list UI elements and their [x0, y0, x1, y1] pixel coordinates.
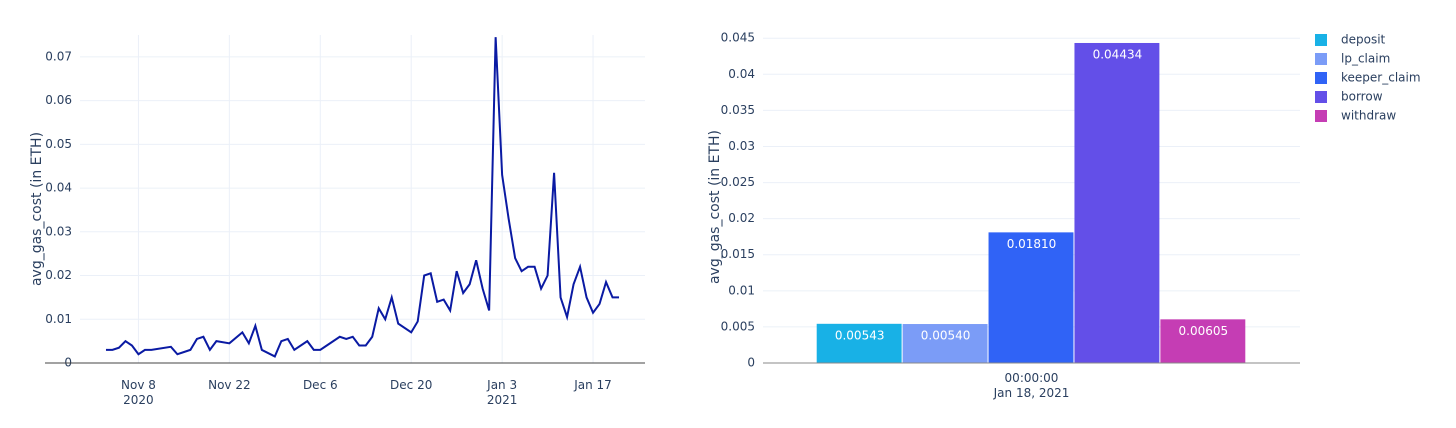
legend-swatch — [1315, 110, 1327, 122]
legend-swatch — [1315, 91, 1327, 103]
legend-label: lp_claim — [1341, 52, 1390, 66]
y-tick-label: 0.04 — [45, 181, 72, 195]
value-label: 0.00543 — [835, 328, 885, 342]
bar — [1160, 319, 1246, 363]
bar — [988, 232, 1074, 363]
x-tick-label: Jan 17 — [574, 378, 612, 392]
x-tick-label: Nov 22 — [208, 378, 251, 392]
y-tick-label: 0.02 — [45, 268, 72, 282]
y-tick-label: 0.02 — [728, 211, 755, 225]
bar — [1074, 42, 1160, 364]
bar — [902, 324, 988, 363]
legend-label: borrow — [1341, 90, 1383, 104]
y-tick-label: 0.005 — [721, 319, 755, 333]
x-tick-label: 00:00:00 Jan 18, 2021 — [993, 371, 1070, 400]
legend-swatch — [1315, 53, 1327, 65]
x-tick-label: Dec 20 — [390, 378, 433, 392]
y-tick-label: 0.01 — [45, 312, 72, 326]
y-axis-title: avg_gas_cost (in ETH) — [707, 130, 723, 284]
y-tick-label: 0.045 — [721, 31, 755, 45]
y-tick-label: 0.03 — [45, 224, 72, 238]
y-tick-label: 0.05 — [45, 137, 72, 151]
x-tick-label: Dec 6 — [302, 378, 338, 392]
value-label: 0.00605 — [1179, 324, 1229, 338]
y-tick-label: 0.04 — [728, 67, 755, 81]
x-tick-label: Jan 3 2021 — [486, 378, 518, 407]
legend-swatch — [1315, 34, 1327, 46]
legend-label: deposit — [1341, 33, 1386, 47]
y-axis-title: avg_gas_cost (in ETH) — [29, 132, 45, 286]
y-tick-label: 0.01 — [728, 283, 755, 297]
y-tick-label: 0.035 — [721, 103, 755, 117]
y-tick-label: 0.03 — [728, 139, 755, 153]
y-tick-label: 0.025 — [721, 175, 755, 189]
y-tick-label: 0 — [747, 356, 755, 370]
y-tick-label: 0.06 — [45, 93, 72, 107]
y-tick-label: 0.015 — [721, 247, 755, 261]
legend-label: withdraw — [1341, 109, 1396, 123]
legend-label: keeper_claim — [1341, 71, 1421, 85]
value-label: 0.01810 — [1007, 237, 1057, 251]
bar — [816, 323, 902, 363]
value-label: 0.00540 — [921, 329, 971, 343]
line — [105, 37, 620, 358]
legend-swatch — [1315, 72, 1327, 84]
x-tick-label: Nov 8 2020 — [121, 378, 156, 407]
value-label: 0.04434 — [1093, 47, 1143, 61]
y-tick-label: 0.07 — [45, 49, 72, 63]
